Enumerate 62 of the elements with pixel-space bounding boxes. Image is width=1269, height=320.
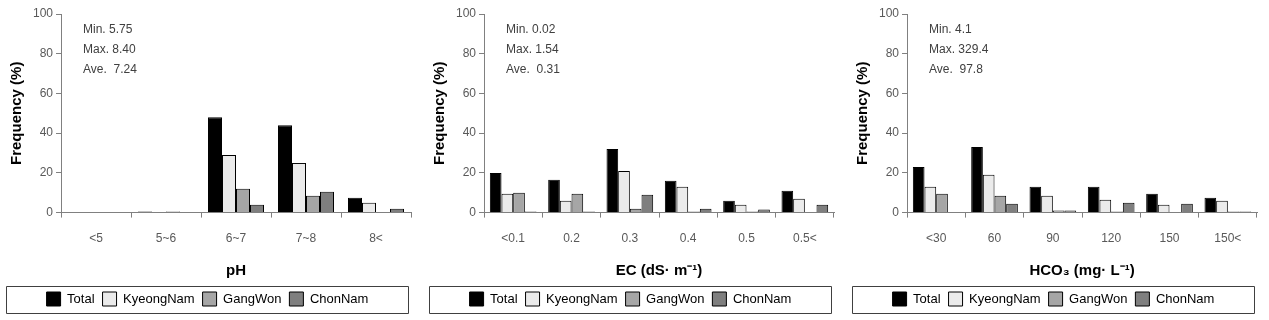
y-tick-label: 0	[46, 204, 54, 219]
legend-label: Total	[490, 290, 518, 306]
y-tick-label: 60	[39, 85, 54, 100]
x-tick-label: <0.1	[501, 231, 526, 246]
y-tick-label: 20	[39, 165, 54, 180]
y-tick-label: 40	[462, 125, 477, 140]
y-tick-label: 0	[892, 204, 900, 219]
legend-label: Total	[67, 290, 95, 306]
x-tick-label: 150	[1159, 231, 1180, 246]
annotation: Min. 4.1	[929, 22, 973, 37]
y-tick-label: 20	[462, 165, 477, 180]
y-tick-label: 100	[455, 6, 477, 21]
x-tick-label: 90	[1046, 231, 1060, 246]
y-tick-label: 0	[469, 204, 477, 219]
legend-label: KyeongNam	[969, 290, 1041, 306]
x-tick-label: <30	[926, 231, 947, 246]
legend-label: ChonNam	[732, 290, 792, 306]
y-tick-label: 100	[32, 6, 54, 21]
legend-label: GangWon	[646, 290, 705, 306]
x-tick-label: <5	[89, 231, 104, 246]
x-axis-title: HCO₃ (mg· L⁻¹)	[1029, 261, 1135, 279]
y-tick-label: 80	[885, 46, 900, 61]
y-tick-label: 60	[885, 85, 900, 100]
x-tick-label: 8<	[369, 231, 383, 246]
legend-label: ChonNam	[1155, 290, 1215, 306]
x-tick-label: 120	[1101, 231, 1122, 246]
annotation: Max. 8.40	[83, 42, 137, 57]
x-tick-label: 0.5<	[792, 231, 817, 246]
y-axis-title: Frequency (%)	[430, 61, 448, 165]
y-axis-title: Frequency (%)	[7, 61, 25, 165]
legend-label: Total	[913, 290, 941, 306]
annotation: Max. 329.4	[929, 42, 989, 57]
legend-label: KyeongNam	[546, 290, 618, 306]
annotation: Min. 5.75	[83, 22, 133, 37]
y-tick-label: 60	[462, 85, 477, 100]
x-axis-title: EC (dS· m⁻¹)	[615, 261, 703, 279]
x-tick-label: 5~6	[155, 231, 177, 246]
x-tick-label: 7~8	[295, 231, 317, 246]
x-tick-label: 0.2	[563, 231, 581, 246]
legend-label: GangWon	[1069, 290, 1128, 306]
legend-label: KyeongNam	[123, 290, 195, 306]
x-tick-label: 60	[987, 231, 1002, 246]
annotation: Ave. 0.31	[506, 62, 561, 77]
legend-label: ChonNam	[309, 290, 369, 306]
y-axis-title: Frequency (%)	[853, 61, 871, 165]
y-tick-label: 40	[885, 125, 900, 140]
y-tick-label: 40	[39, 125, 54, 140]
annotation: Ave. 97.8	[929, 62, 984, 77]
x-tick-label: 0.4	[679, 231, 697, 246]
annotation: Ave. 7.24	[83, 62, 138, 77]
y-tick-label: 80	[39, 46, 54, 61]
legend-label: GangWon	[223, 290, 282, 306]
y-tick-label: 20	[885, 165, 900, 180]
x-tick-label: 6~7	[225, 231, 247, 246]
x-tick-label: 0.3	[621, 231, 639, 246]
x-axis-title: pH	[226, 261, 247, 279]
x-tick-label: 150<	[1214, 231, 1242, 246]
y-tick-label: 100	[878, 6, 900, 21]
x-tick-label: 0.5	[738, 231, 756, 246]
annotation: Max. 1.54	[506, 42, 560, 57]
y-tick-label: 80	[462, 46, 477, 61]
annotation: Min. 0.02	[506, 22, 556, 37]
